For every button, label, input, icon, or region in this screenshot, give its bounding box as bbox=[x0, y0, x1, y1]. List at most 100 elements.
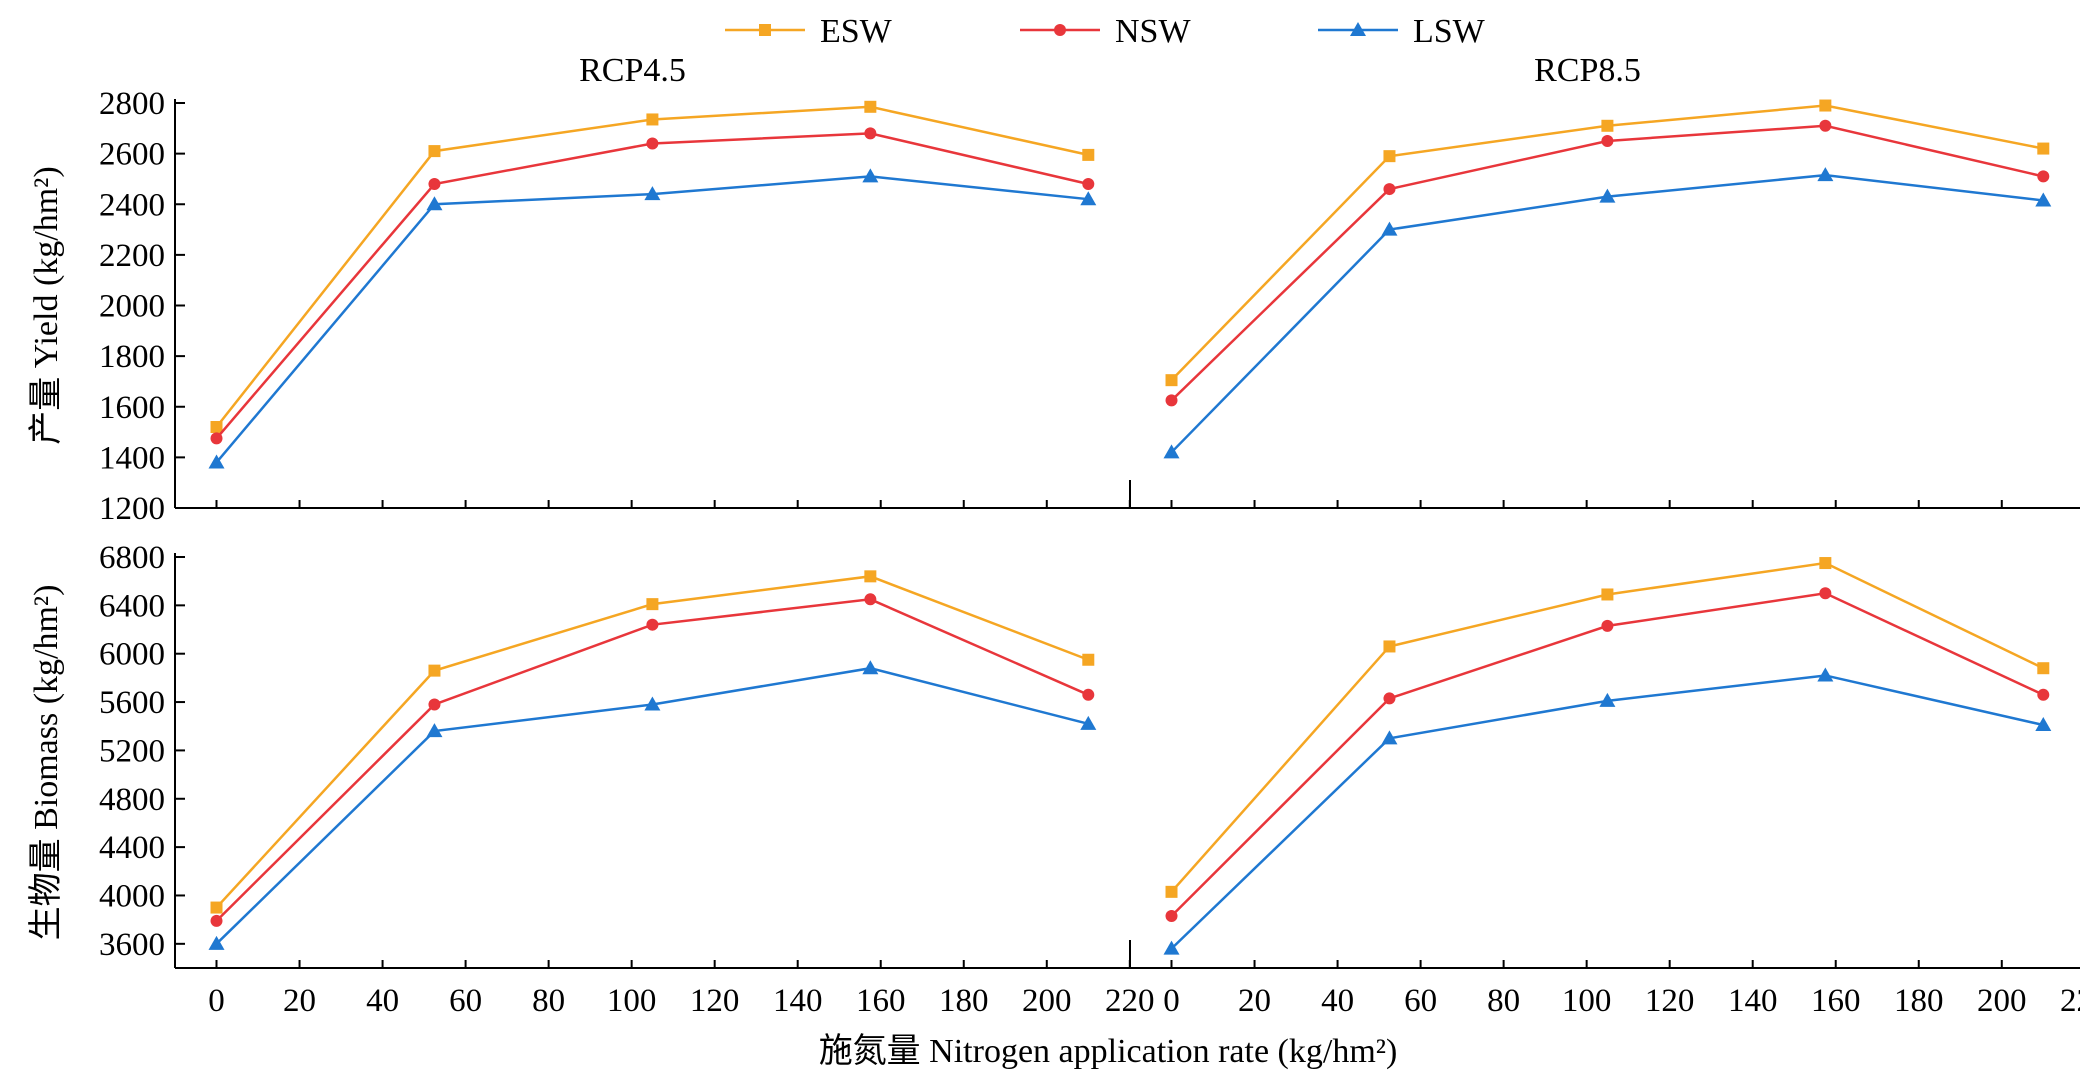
data-point-nsw bbox=[1383, 183, 1396, 196]
series-esw bbox=[1165, 99, 2050, 387]
y-tick-label: 5200 bbox=[99, 733, 165, 769]
x-tick-label: 100 bbox=[607, 983, 657, 1019]
x-tick-label: 140 bbox=[773, 983, 823, 1019]
series-line-lsw bbox=[1170, 674, 2044, 950]
x-tick-label: 40 bbox=[366, 983, 399, 1019]
series-nsw bbox=[1165, 119, 2050, 407]
x-tick-label: 220 bbox=[1105, 983, 1155, 1019]
legend-marker bbox=[759, 24, 771, 36]
data-point-lsw bbox=[426, 196, 443, 211]
data-point-nsw bbox=[646, 137, 659, 150]
y-tick-label: 4400 bbox=[99, 830, 165, 866]
data-point-esw bbox=[1819, 557, 1832, 570]
y-tick-label: 6400 bbox=[99, 588, 165, 624]
y-tick-label: 1200 bbox=[99, 491, 165, 527]
y-axis-title: 生物量 Biomass (kg/hm²) bbox=[27, 585, 65, 941]
legend-marker bbox=[1054, 24, 1066, 36]
x-tick-label: 160 bbox=[856, 983, 906, 1019]
data-point-nsw bbox=[1819, 119, 1832, 132]
series-nsw bbox=[1165, 587, 2050, 923]
data-point-esw bbox=[1819, 99, 1832, 112]
data-point-esw bbox=[428, 664, 441, 677]
x-tick-label: 80 bbox=[1487, 983, 1520, 1019]
series-lsw bbox=[1163, 667, 2052, 955]
data-point-esw bbox=[646, 598, 659, 611]
data-point-lsw bbox=[426, 723, 443, 738]
panel-3: 3600 4000 4400 4800 5200 5600 6000 6400 6800 生物量 … bbox=[27, 540, 1155, 1019]
x-tick-label: 40 bbox=[1321, 983, 1354, 1019]
legend-marker bbox=[1350, 22, 1366, 36]
series-line-lsw bbox=[1170, 173, 2044, 454]
series-lsw bbox=[208, 168, 1097, 469]
y-tick-label: 1600 bbox=[99, 390, 165, 426]
data-point-esw bbox=[1601, 119, 1614, 132]
panel-title: RCP4.5 bbox=[579, 52, 686, 89]
y-tick-label: 2400 bbox=[99, 187, 165, 223]
y-tick-label: 6800 bbox=[99, 540, 165, 576]
data-point-nsw bbox=[1082, 688, 1095, 701]
y-tick-label: 5600 bbox=[99, 685, 165, 721]
data-point-esw bbox=[1383, 640, 1396, 653]
y-tick-label: 6000 bbox=[99, 637, 165, 673]
series-esw bbox=[210, 100, 1095, 433]
legend-label: ESW bbox=[820, 13, 893, 50]
y-tick-label: 1400 bbox=[99, 440, 165, 476]
series-line-nsw bbox=[215, 598, 1089, 922]
series-lsw bbox=[208, 660, 1097, 950]
panel-title: RCP8.5 bbox=[1534, 52, 1641, 89]
x-tick-label: 60 bbox=[449, 983, 482, 1019]
data-point-lsw bbox=[208, 454, 225, 469]
data-point-lsw bbox=[208, 935, 225, 950]
x-tick-label: 160 bbox=[1811, 983, 1861, 1019]
data-point-esw bbox=[1082, 653, 1095, 666]
series-nsw bbox=[210, 127, 1095, 445]
y-axis-title: 产量 Yield (kg/hm²) bbox=[27, 166, 65, 444]
x-tick-label: 200 bbox=[1977, 983, 2027, 1019]
x-tick-label: 180 bbox=[939, 983, 989, 1019]
x-tick-label: 60 bbox=[1404, 983, 1437, 1019]
data-point-lsw bbox=[1817, 167, 1834, 182]
x-tick-label: 20 bbox=[1238, 983, 1271, 1019]
series-esw bbox=[210, 570, 1095, 914]
data-point-lsw bbox=[1163, 444, 1180, 459]
y-tick-label: 2800 bbox=[99, 86, 165, 122]
x-tick-label: 0 bbox=[1163, 983, 1180, 1019]
data-point-esw bbox=[428, 145, 441, 158]
x-tick-label: 120 bbox=[1645, 983, 1695, 1019]
legend-label: NSW bbox=[1115, 13, 1191, 50]
data-point-esw bbox=[1601, 588, 1614, 601]
data-point-esw bbox=[1165, 374, 1178, 387]
data-point-lsw bbox=[1381, 730, 1398, 745]
series-line-esw bbox=[1170, 561, 2044, 893]
data-point-nsw bbox=[1082, 178, 1095, 190]
legend-label: LSW bbox=[1413, 13, 1486, 50]
data-point-lsw bbox=[2035, 192, 2052, 207]
y-tick-label: 4800 bbox=[99, 782, 165, 818]
x-tick-label: 120 bbox=[690, 983, 740, 1019]
data-point-esw bbox=[1082, 148, 1095, 161]
data-point-nsw bbox=[1601, 619, 1614, 632]
data-point-nsw bbox=[210, 432, 223, 445]
data-point-lsw bbox=[862, 660, 879, 675]
series-esw bbox=[1165, 557, 2050, 898]
x-tick-label: 0 bbox=[208, 983, 225, 1019]
y-tick-label: 3600 bbox=[99, 927, 165, 963]
data-point-nsw bbox=[428, 178, 441, 190]
y-tick-label: 2200 bbox=[99, 238, 165, 274]
data-point-lsw bbox=[1381, 221, 1398, 236]
data-point-esw bbox=[210, 421, 223, 433]
series-line-nsw bbox=[1170, 591, 2044, 917]
data-point-lsw bbox=[1080, 715, 1097, 730]
data-point-nsw bbox=[1165, 394, 1178, 407]
x-tick-label: 220 bbox=[2060, 983, 2080, 1019]
data-point-esw bbox=[1165, 885, 1178, 898]
x-tick-label: 140 bbox=[1728, 983, 1778, 1019]
data-point-nsw bbox=[210, 914, 223, 927]
data-point-esw bbox=[2037, 142, 2050, 155]
series-lsw bbox=[1163, 167, 2052, 459]
x-tick-label: 80 bbox=[532, 983, 565, 1019]
panel-2: RCP8.5 bbox=[1129, 52, 2080, 509]
